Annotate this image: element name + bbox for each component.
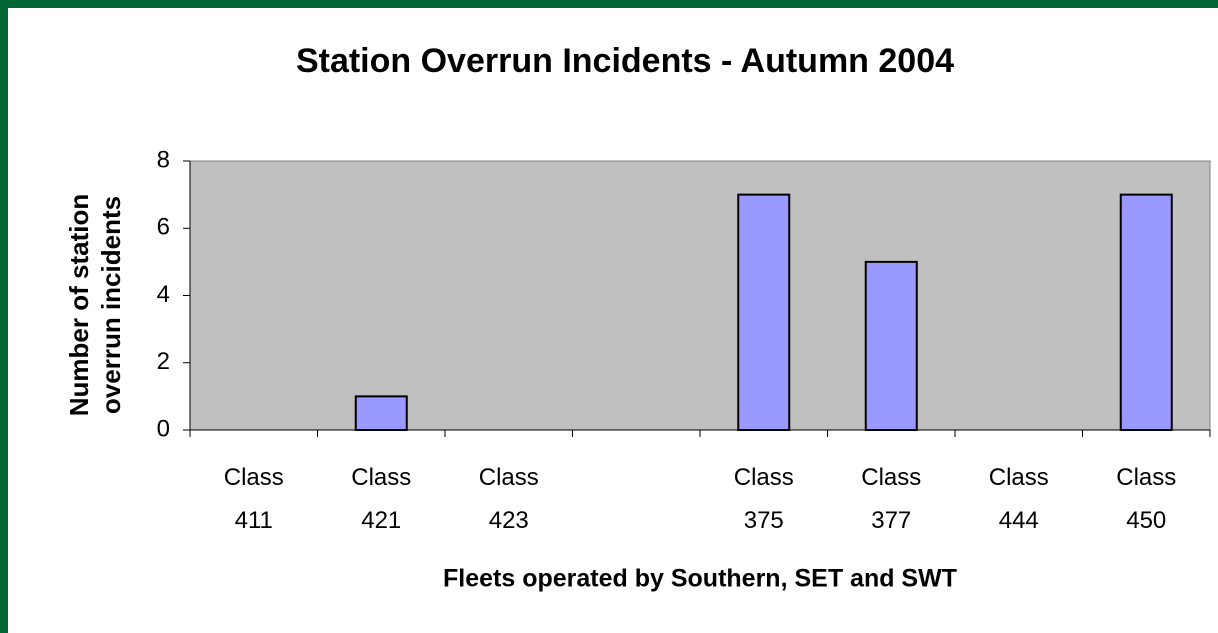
x-axis-label: Fleets operated by Southern, SET and SWT [443,565,957,593]
y-axis-label: Number of station overrun incidents [64,193,126,417]
x-tick-label: Class 411 [223,464,284,534]
x-tick-label: Class 421 [351,464,412,534]
y-tick-label: 2 [157,348,170,375]
chart-title: Station Overrun Incidents - Autumn 2004 [296,42,954,80]
bar [737,193,791,431]
plot-area [189,160,1211,431]
y-tick-label: 6 [157,214,170,241]
y-tick-label: 0 [157,415,170,442]
x-tick-label: Class 450 [1116,464,1177,534]
bar [354,395,408,431]
bar [864,260,918,431]
x-tick-label: Class 375 [733,464,794,534]
x-tick-label: Class 444 [988,464,1049,534]
y-tick-label: 8 [157,146,170,173]
x-tick-label: Class 377 [861,464,922,534]
x-tick-label: Class 423 [478,464,539,534]
bar [1119,193,1173,431]
y-tick-label: 4 [157,281,170,308]
